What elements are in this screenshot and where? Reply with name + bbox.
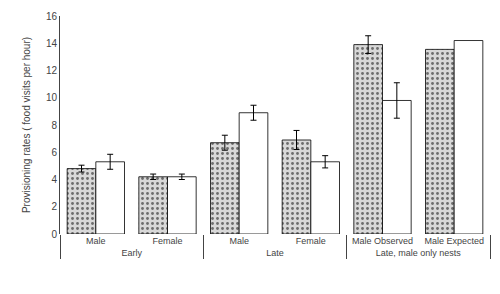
svg-text:Male: Male — [86, 236, 106, 246]
svg-text:Female: Female — [296, 236, 326, 246]
svg-text:14: 14 — [46, 38, 58, 49]
svg-text:Male: Male — [229, 236, 249, 246]
svg-text:4: 4 — [51, 174, 57, 185]
svg-text:10: 10 — [46, 92, 58, 103]
svg-text:0: 0 — [51, 229, 57, 240]
svg-text:Male Observed: Male Observed — [352, 236, 413, 246]
svg-text:12: 12 — [46, 65, 58, 76]
svg-text:2: 2 — [51, 201, 57, 212]
svg-text:6: 6 — [51, 147, 57, 158]
svg-text:16: 16 — [46, 11, 58, 22]
svg-text:Female: Female — [152, 236, 182, 246]
svg-text:Provisioning rates ( food visi: Provisioning rates ( food visits per hou… — [21, 37, 32, 213]
svg-text:8: 8 — [51, 120, 57, 131]
svg-text:Male Expected: Male Expected — [424, 236, 484, 246]
svg-text:Late: Late — [266, 248, 284, 258]
svg-text:Late, male only nests: Late, male only nests — [376, 248, 462, 258]
svg-text:Early: Early — [121, 248, 142, 258]
